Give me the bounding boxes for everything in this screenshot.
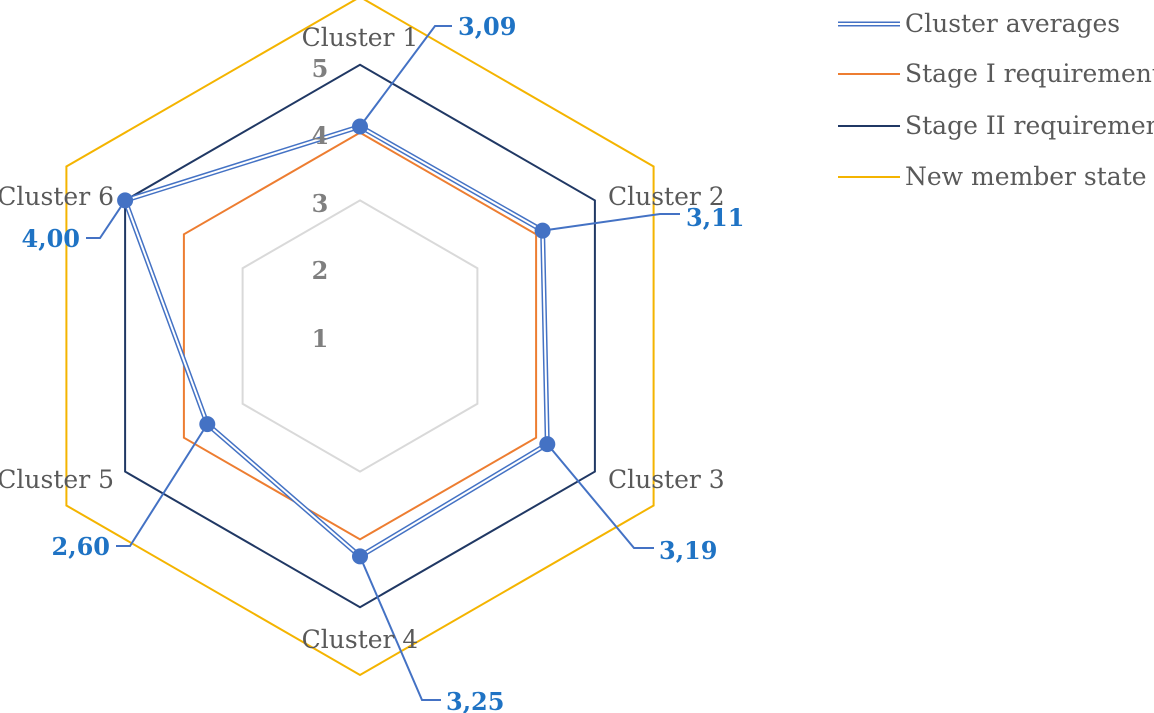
data-label-cluster-6: 4,00 [22, 224, 80, 253]
leader-line-4 [359, 556, 441, 701]
series-line-new-member-state [65, 0, 655, 677]
data-labels: 3,09 3,11 3,19 3,25 2,60 4,00 [22, 12, 745, 713]
leader-line-5 [116, 423, 209, 547]
tick-label-2: 2 [312, 256, 329, 285]
series-line-stage-ii-requirement [124, 63, 596, 609]
radial-tick-labels: 1 2 3 4 5 [312, 54, 329, 353]
data-label-cluster-1: 3,09 [458, 12, 516, 41]
legend-label-stage-i: Stage I requirement [905, 59, 1154, 88]
data-point-cluster-3 [539, 436, 556, 453]
category-label-cluster-4: Cluster 4 [302, 625, 419, 654]
leader-line-3 [546, 443, 654, 549]
radar-rings [241, 199, 479, 473]
legend-item-new-member-state: New member state [838, 162, 1147, 191]
tick-label-1: 1 [312, 324, 329, 353]
data-markers [117, 118, 556, 565]
category-labels: Cluster 1 Cluster 2 Cluster 3 Cluster 4 … [0, 23, 725, 654]
radar-ring-2 [241, 199, 479, 473]
leader-line-2 [542, 213, 680, 232]
data-label-cluster-2: 3,11 [686, 203, 744, 232]
category-label-cluster-3: Cluster 3 [608, 465, 725, 494]
legend-label-stage-ii: Stage II requirement [905, 111, 1154, 140]
series-line-cluster-averages-outline [122, 124, 550, 559]
category-label-cluster-1: Cluster 1 [302, 23, 419, 52]
legend: Cluster averages Stage I requirement Sta… [838, 9, 1154, 191]
tick-label-4: 4 [312, 121, 329, 150]
data-point-cluster-5 [199, 416, 216, 433]
data-point-cluster-6 [117, 192, 134, 209]
category-label-cluster-6: Cluster 6 [0, 182, 114, 211]
data-point-cluster-4 [352, 548, 368, 565]
data-label-cluster-5: 2,60 [52, 532, 110, 561]
tick-label-3: 3 [312, 189, 329, 218]
legend-label-new-member-state: New member state [905, 162, 1147, 191]
category-label-cluster-2: Cluster 2 [608, 182, 725, 211]
legend-item-stage-i: Stage I requirement [838, 59, 1154, 88]
legend-item-cluster-averages: Cluster averages [838, 9, 1120, 38]
tick-label-5: 5 [312, 54, 329, 83]
data-point-cluster-2 [534, 222, 551, 239]
data-label-cluster-4: 3,25 [446, 687, 504, 713]
category-label-cluster-5: Cluster 5 [0, 465, 114, 494]
series-lines [65, 0, 655, 677]
series-line-cluster-averages [124, 125, 549, 558]
data-label-cluster-3: 3,19 [659, 536, 717, 565]
data-point-cluster-1 [352, 118, 368, 135]
leader-line-1 [359, 25, 452, 128]
leader-lines [86, 25, 680, 701]
legend-label-cluster-averages: Cluster averages [905, 9, 1120, 38]
series-line-stage-i-requirement [182, 131, 538, 541]
leader-line-6 [86, 199, 126, 239]
legend-item-stage-ii: Stage II requirement [838, 111, 1154, 140]
